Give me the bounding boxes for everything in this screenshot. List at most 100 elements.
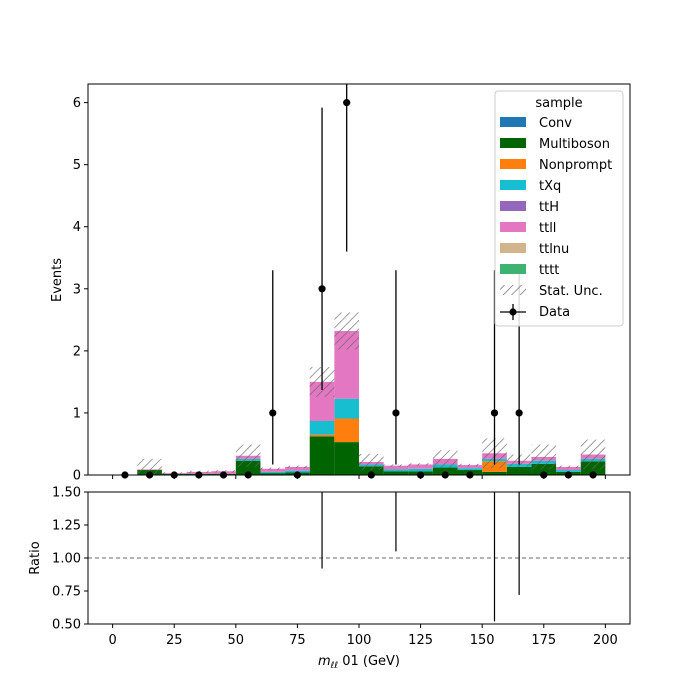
main-ytick-label-0: 0 bbox=[73, 469, 81, 484]
bar-ttll-bin-14 bbox=[457, 465, 483, 469]
x-axis-label-rest: 01 (GeV) bbox=[338, 654, 400, 669]
legend-title: sample bbox=[535, 96, 582, 111]
ratio-xtick-label-2: 50 bbox=[228, 633, 245, 648]
ratio-xtick-label-4: 100 bbox=[347, 633, 372, 648]
stat-unc-bin-1 bbox=[137, 458, 162, 475]
ratio-xtick-label-5: 125 bbox=[408, 633, 433, 648]
legend-label-stat-unc: Stat. Unc. bbox=[539, 284, 603, 299]
ratio-ylabel: Ratio bbox=[28, 541, 43, 574]
bar-txq-bin-8 bbox=[309, 421, 335, 435]
legend-swatch-stat-unc bbox=[500, 285, 526, 295]
legend-swatch-multiboson bbox=[500, 138, 526, 148]
ratio-xtick-label-1: 25 bbox=[166, 633, 183, 648]
ratio-ytick-label-0: 0.50 bbox=[52, 618, 81, 633]
main-ytick-label-2: 2 bbox=[73, 344, 81, 359]
bar-nonprompt-bin-9 bbox=[334, 418, 359, 443]
legend-swatch-tttt bbox=[500, 264, 526, 274]
stat-unc-bin-6 bbox=[260, 467, 286, 471]
legend-swatch-txq bbox=[500, 180, 526, 190]
data-point-11 bbox=[392, 409, 400, 417]
ratio-error-bars bbox=[321, 492, 520, 622]
bar-txq-bin-9 bbox=[334, 398, 359, 419]
stat-unc-bin-18 bbox=[556, 465, 581, 469]
legend-swatch-conv bbox=[500, 117, 526, 127]
bar-ttll-bin-18 bbox=[556, 466, 581, 471]
bar-ttll-bin-11 bbox=[383, 465, 409, 470]
legend-label-txq: tXq bbox=[539, 179, 561, 194]
x-axis-label-var: m bbox=[318, 654, 331, 669]
stat-unc-bin-13 bbox=[432, 450, 458, 468]
bar-nonprompt-bin-8 bbox=[309, 434, 335, 437]
bar-ttll-bin-12 bbox=[408, 464, 433, 469]
legend-label-conv: Conv bbox=[539, 116, 572, 131]
ratio-ytick-label-1: 0.75 bbox=[52, 585, 81, 600]
bar-multiboson-bin-6 bbox=[260, 473, 286, 475]
bar-txq-bin-18 bbox=[556, 470, 581, 472]
main-ytick-label-5: 5 bbox=[73, 158, 81, 173]
ratio-xtick-label-0: 0 bbox=[108, 633, 116, 648]
x-axis-label-sub: ℓℓ bbox=[330, 661, 338, 671]
stat-unc-bin-7 bbox=[285, 465, 310, 469]
ratio-ytick-label-3: 1.25 bbox=[52, 519, 81, 534]
stat-unc-bin-4 bbox=[211, 470, 236, 473]
data-point-9 bbox=[343, 99, 351, 107]
data-point-16 bbox=[515, 409, 523, 417]
bar-multiboson-bin-16 bbox=[506, 466, 532, 475]
bar-multiboson-bin-8 bbox=[309, 436, 335, 475]
main-ylabel: Events bbox=[50, 258, 65, 302]
stat-unc-bin-14 bbox=[457, 463, 483, 467]
stat-unc-bin-5 bbox=[235, 444, 261, 467]
bar-txq-bin-6 bbox=[260, 471, 286, 474]
stat-unc-bin-9 bbox=[334, 312, 359, 350]
bar-txq-bin-12 bbox=[408, 468, 433, 472]
main-ytick-label-1: 1 bbox=[73, 406, 81, 421]
legend-swatch-nonprompt bbox=[500, 159, 526, 169]
ratio-ytick-label-4: 1.50 bbox=[52, 486, 81, 501]
legend-label-data: Data bbox=[539, 305, 570, 320]
legend-label-nonprompt: Nonprompt bbox=[539, 158, 612, 173]
bar-txq-bin-14 bbox=[457, 468, 483, 471]
stat-unc-bin-19 bbox=[580, 439, 606, 470]
ratio-xtick-label-3: 75 bbox=[289, 633, 306, 648]
stat-unc-bin-17 bbox=[531, 444, 557, 470]
x-axis-label: mℓℓ 01 (GeV) bbox=[318, 654, 400, 671]
legend-label-tth: ttH bbox=[539, 200, 559, 215]
ratio-y-ticks: 0.50 0.75 1.00 1.25 1.50 bbox=[52, 486, 88, 633]
main-ytick-label-3: 3 bbox=[73, 282, 81, 297]
legend: sample Conv Multiboson Nonprompt tXq ttH ttll t… bbox=[494, 90, 624, 327]
legend-swatch-ttlnu bbox=[500, 243, 526, 253]
ratio-xtick-label-8: 200 bbox=[593, 633, 618, 648]
bar-multiboson-bin-13 bbox=[432, 467, 458, 475]
legend-swatch-ttll bbox=[500, 222, 526, 232]
main-y-ticks: 0 1 2 3 4 5 6 bbox=[73, 96, 88, 484]
ratio-xtick-label-7: 175 bbox=[531, 633, 556, 648]
ratio-plot-area bbox=[88, 492, 630, 624]
data-point-8 bbox=[318, 285, 326, 293]
main-ytick-label-4: 4 bbox=[73, 220, 81, 235]
legend-label-multiboson: Multiboson bbox=[539, 137, 610, 152]
legend-label-ttll: ttll bbox=[539, 221, 556, 236]
main-ytick-label-6: 6 bbox=[73, 96, 81, 111]
stat-unc-bin-10 bbox=[359, 453, 384, 471]
data-point-6 bbox=[269, 409, 277, 417]
legend-data-marker bbox=[509, 308, 517, 316]
main-x-ticks bbox=[112, 475, 606, 479]
bar-multiboson-bin-10 bbox=[359, 466, 384, 475]
legend-frame bbox=[494, 90, 624, 327]
stat-unc-bin-12 bbox=[408, 463, 433, 466]
ratio-panel: 0.50 0.75 1.00 1.25 1.50 0 25 50 75 100 125 150 175… bbox=[28, 486, 631, 671]
legend-label-tttt: tttt bbox=[539, 263, 559, 278]
bar-ttll-bin-7 bbox=[285, 466, 310, 471]
legend-label-ttlnu: ttlnu bbox=[539, 242, 569, 257]
bar-multiboson-bin-15 bbox=[482, 471, 507, 475]
ratio-xtick-label-6: 150 bbox=[470, 633, 495, 648]
data-point-15 bbox=[490, 409, 499, 417]
bar-txq-bin-11 bbox=[383, 469, 409, 472]
stat-unc-bin-11 bbox=[383, 464, 409, 467]
bar-multiboson-bin-11 bbox=[383, 471, 409, 475]
bar-ttll-bin-6 bbox=[260, 468, 286, 472]
legend-swatch-tth bbox=[500, 201, 526, 211]
ratio-ytick-label-2: 1.00 bbox=[52, 552, 81, 567]
bar-multiboson-bin-9 bbox=[334, 442, 359, 475]
